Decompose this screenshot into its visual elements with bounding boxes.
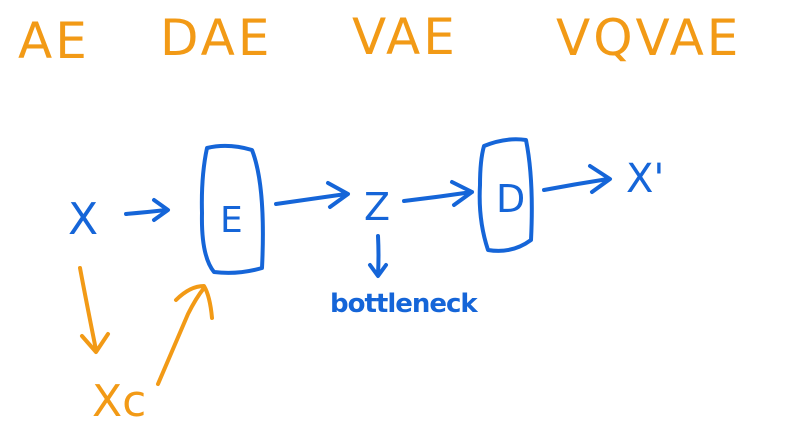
- title-row: AE DAE VAE VQVAE: [18, 8, 741, 70]
- arrow-decoder-to-output: [542, 164, 612, 194]
- encoder-box: [199, 143, 265, 275]
- denoising-path: Xc: [78, 266, 214, 427]
- decoder-box: [477, 137, 534, 253]
- autoencoder-pipeline: X E Z bottleneck D X': [68, 137, 664, 319]
- output-label: X': [626, 156, 664, 202]
- latent-label: Z: [364, 185, 390, 229]
- title-dae: DAE: [160, 9, 272, 67]
- title-vae: VAE: [352, 8, 458, 66]
- bottleneck-note: bottleneck: [330, 289, 478, 319]
- arrow-corrupted-to-encoder: [156, 284, 214, 386]
- arrow-input-to-encoder: [124, 198, 170, 222]
- arrow-encoder-to-latent: [274, 181, 350, 209]
- arrow-latent-to-note: [368, 234, 388, 278]
- encoder-label: E: [220, 200, 243, 241]
- decoder-label: D: [496, 177, 525, 221]
- arrow-latent-to-decoder: [402, 180, 474, 207]
- title-ae: AE: [18, 12, 90, 70]
- title-vqvae: VQVAE: [556, 9, 741, 67]
- corrupted-input-label: Xc: [92, 376, 146, 427]
- input-label: X: [68, 194, 98, 245]
- corrupted-input-text: Xc: [92, 376, 146, 427]
- arrow-input-to-corrupted: [78, 266, 110, 354]
